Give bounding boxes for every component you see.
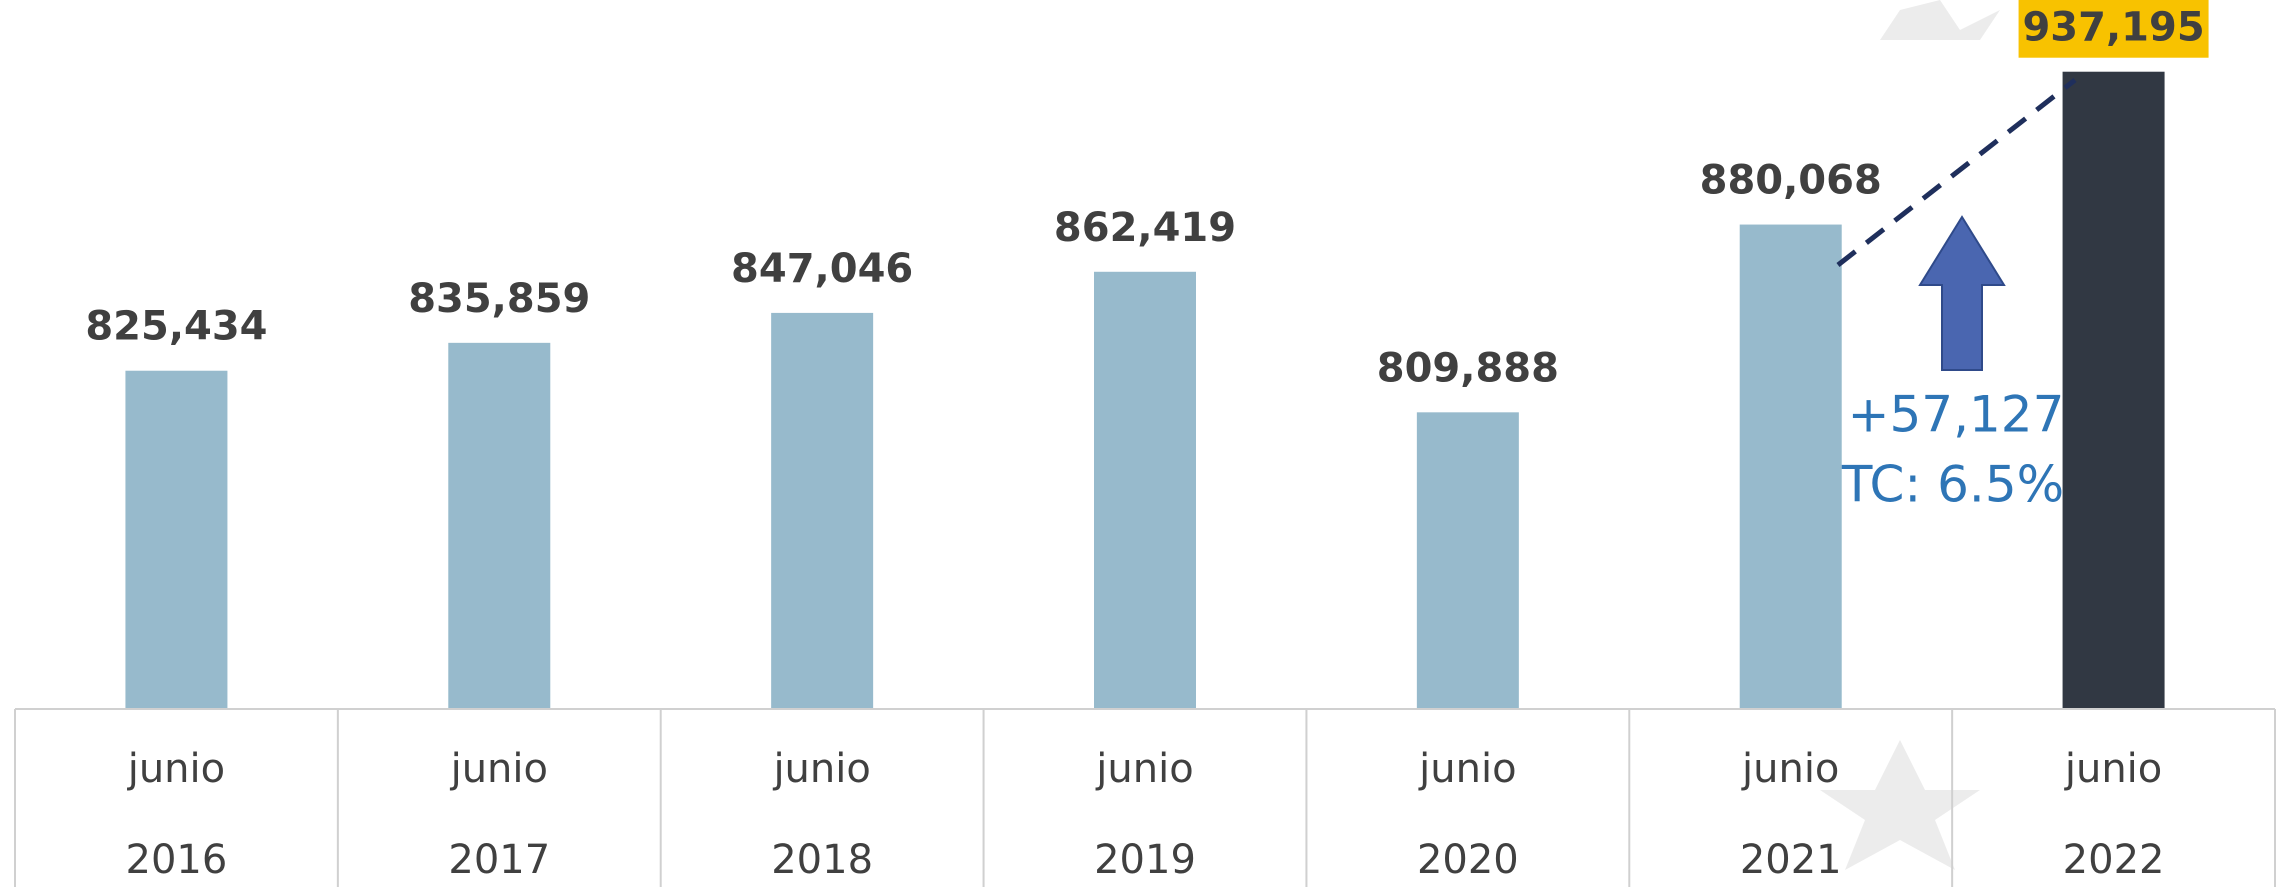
value-label: 847,046 xyxy=(731,246,913,292)
value-label: 835,859 xyxy=(408,276,590,322)
x-tick-label: 2018 xyxy=(771,837,873,883)
x-tick-label: junio xyxy=(1741,746,1839,792)
value-label: 862,419 xyxy=(1054,205,1236,251)
x-tick-label: junio xyxy=(1418,746,1516,792)
bar xyxy=(771,312,874,709)
x-tick-label: junio xyxy=(127,746,225,792)
value-label: 809,888 xyxy=(1377,345,1559,391)
bar xyxy=(1739,224,1842,710)
value-label: 825,434 xyxy=(85,304,267,350)
x-tick-label: junio xyxy=(772,746,870,792)
up-arrow xyxy=(1918,215,2006,371)
x-tick-label: 2020 xyxy=(1417,837,1519,883)
bar xyxy=(448,342,551,709)
bar xyxy=(1416,412,1519,709)
x-tick-label: 2019 xyxy=(1094,837,1196,883)
annotation: TC: 6.5% xyxy=(1841,456,2064,514)
x-tick-label: 2021 xyxy=(1740,837,1842,883)
bar xyxy=(125,370,228,709)
x-tick-label: 2016 xyxy=(126,837,228,883)
x-tick-label: junio xyxy=(1095,746,1193,792)
trend-line xyxy=(1836,78,2077,267)
bar xyxy=(1094,271,1196,709)
annotation: +57,127 xyxy=(1848,386,2065,444)
value-label: 937,195 xyxy=(2022,5,2204,51)
x-tick-label: 2022 xyxy=(2063,837,2165,883)
value-label: 880,068 xyxy=(1700,158,1882,204)
x-tick-label: 2017 xyxy=(448,837,550,883)
x-tick-label: junio xyxy=(2064,746,2162,792)
watermark xyxy=(1820,0,2000,870)
x-tick-label: junio xyxy=(450,746,548,792)
value-label-bg xyxy=(2018,0,2209,58)
bar xyxy=(2062,71,2165,710)
